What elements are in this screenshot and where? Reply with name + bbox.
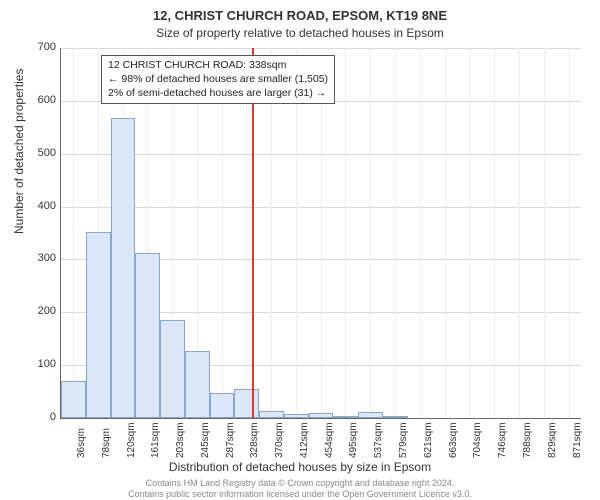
histogram-bar xyxy=(185,351,210,418)
x-tick: 245sqm xyxy=(200,422,211,458)
gridline-v xyxy=(469,48,470,418)
histogram-bar xyxy=(383,416,408,418)
histogram-bar xyxy=(234,389,259,418)
gridline-v xyxy=(345,48,346,418)
gridline-v xyxy=(73,48,74,418)
x-tick: 621sqm xyxy=(423,422,434,458)
histogram-bar xyxy=(135,253,160,418)
histogram-bar xyxy=(284,414,309,418)
histogram-bar xyxy=(333,416,358,418)
plot-area: 12 CHRIST CHURCH ROAD: 338sqm ← 98% of d… xyxy=(60,48,581,419)
footer-line2: Contains public sector information licen… xyxy=(0,489,600,500)
gridline-v xyxy=(544,48,545,418)
histogram-bar xyxy=(111,118,136,418)
x-tick: 36sqm xyxy=(76,428,87,458)
histogram-bar xyxy=(309,413,334,418)
chart-title-main: 12, CHRIST CHURCH ROAD, EPSOM, KT19 8NE xyxy=(0,8,600,23)
x-tick: 871sqm xyxy=(572,422,583,458)
y-tick: 500 xyxy=(16,147,56,159)
x-tick: 454sqm xyxy=(324,422,335,458)
footer-line1: Contains HM Land Registry data © Crown c… xyxy=(0,478,600,489)
x-tick: 704sqm xyxy=(472,422,483,458)
annotation-line1: 12 CHRIST CHURCH ROAD: 338sqm xyxy=(108,58,328,72)
annotation-line3: 2% of semi-detached houses are larger (3… xyxy=(108,86,328,100)
x-tick: 412sqm xyxy=(299,422,310,458)
histogram-bar xyxy=(86,232,111,418)
x-tick: 746sqm xyxy=(497,422,508,458)
gridline-v xyxy=(420,48,421,418)
y-tick: 200 xyxy=(16,305,56,317)
x-tick: 203sqm xyxy=(175,422,186,458)
annotation-box: 12 CHRIST CHURCH ROAD: 338sqm ← 98% of d… xyxy=(101,55,335,104)
x-tick: 829sqm xyxy=(547,422,558,458)
x-tick: 328sqm xyxy=(249,422,260,458)
gridline-v xyxy=(494,48,495,418)
footer: Contains HM Land Registry data © Crown c… xyxy=(0,478,600,500)
gridline-v xyxy=(445,48,446,418)
annotation-line2: ← 98% of detached houses are smaller (1,… xyxy=(108,72,328,86)
x-tick: 663sqm xyxy=(448,422,459,458)
x-tick: 370sqm xyxy=(274,422,285,458)
x-tick: 120sqm xyxy=(126,422,137,458)
x-axis-label: Distribution of detached houses by size … xyxy=(0,460,600,474)
y-tick: 300 xyxy=(16,252,56,264)
y-tick: 100 xyxy=(16,358,56,370)
x-tick: 537sqm xyxy=(373,422,384,458)
x-tick: 78sqm xyxy=(101,428,112,458)
histogram-bar xyxy=(358,412,383,418)
x-tick: 788sqm xyxy=(522,422,533,458)
histogram-bar xyxy=(160,320,185,418)
histogram-bar xyxy=(61,381,86,418)
x-tick: 287sqm xyxy=(225,422,236,458)
gridline-v xyxy=(569,48,570,418)
gridline-v xyxy=(395,48,396,418)
x-tick: 579sqm xyxy=(398,422,409,458)
x-tick: 161sqm xyxy=(150,422,161,458)
gridline-v xyxy=(519,48,520,418)
chart-title-sub: Size of property relative to detached ho… xyxy=(0,26,600,40)
histogram-bar xyxy=(259,411,284,418)
chart-container: 12, CHRIST CHURCH ROAD, EPSOM, KT19 8NE … xyxy=(0,0,600,500)
gridline-v xyxy=(370,48,371,418)
y-tick: 600 xyxy=(16,94,56,106)
y-tick: 700 xyxy=(16,41,56,53)
x-tick: 495sqm xyxy=(348,422,359,458)
histogram-bar xyxy=(210,393,235,418)
y-tick: 0 xyxy=(16,411,56,423)
y-tick: 400 xyxy=(16,200,56,212)
